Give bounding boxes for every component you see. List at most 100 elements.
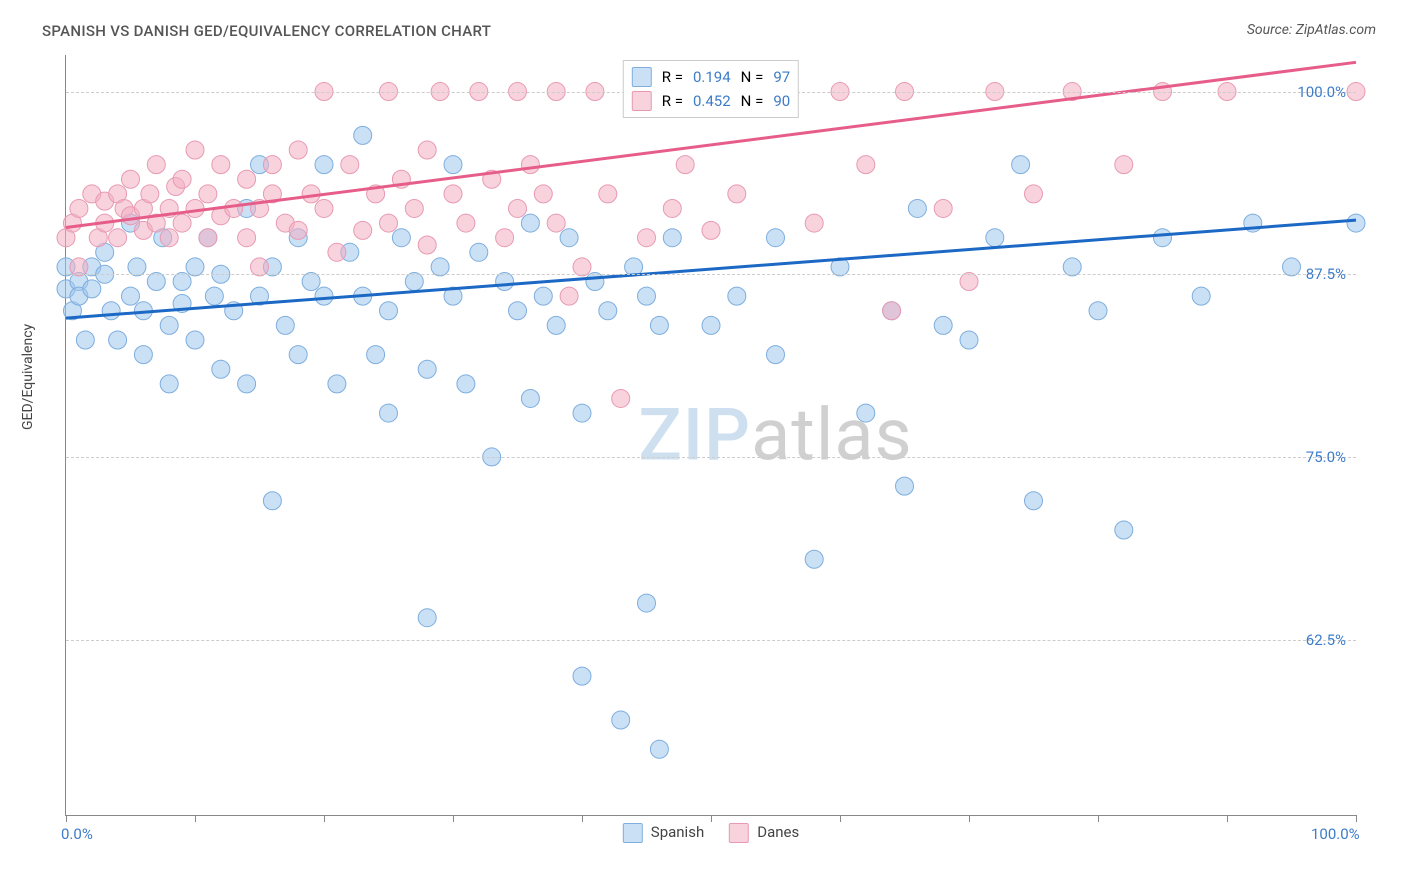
scatter-point (418, 236, 436, 254)
scatter-point (315, 199, 333, 217)
scatter-point (650, 740, 668, 758)
scatter-point (380, 302, 398, 320)
scatter-point (444, 185, 462, 203)
scatter-point (289, 346, 307, 364)
x-tick (1227, 815, 1228, 822)
scatter-point (547, 316, 565, 334)
scatter-point (908, 199, 926, 217)
scatter-point (263, 156, 281, 174)
scatter-point (960, 331, 978, 349)
scatter-point (663, 229, 681, 247)
scatter-point (702, 221, 720, 239)
scatter-point (573, 404, 591, 422)
x-tick-label: 0.0% (61, 825, 93, 843)
scatter-point (341, 156, 359, 174)
scatter-point (728, 185, 746, 203)
scatter-point (470, 243, 488, 261)
legend-row: R =0.452N =90 (632, 89, 790, 113)
source-attribution: Source: ZipAtlas.com (1247, 22, 1376, 38)
legend-n-label: N = (741, 68, 764, 86)
scatter-point (418, 360, 436, 378)
scatter-point (805, 550, 823, 568)
scatter-point (573, 667, 591, 685)
scatter-point (560, 229, 578, 247)
scatter-point (599, 185, 617, 203)
x-tick (324, 815, 325, 822)
y-tick-label: 75.0% (1306, 448, 1346, 466)
scatter-point (83, 280, 101, 298)
gridline (66, 457, 1356, 458)
scatter-point (534, 185, 552, 203)
scatter-point (496, 229, 514, 247)
legend-r-label: R = (662, 68, 683, 86)
scatter-point (883, 302, 901, 320)
scatter-point (1089, 302, 1107, 320)
scatter-point (315, 156, 333, 174)
scatter-point (160, 229, 178, 247)
scatter-point (1115, 156, 1133, 174)
scatter-point (122, 170, 140, 188)
scatter-point (199, 185, 217, 203)
scatter-point (263, 492, 281, 510)
scatter-point (70, 199, 88, 217)
scatter-point (199, 229, 217, 247)
scatter-point (289, 141, 307, 159)
scatter-point (676, 156, 694, 174)
x-tick (66, 815, 67, 822)
scatter-point (521, 214, 539, 232)
scatter-point (405, 273, 423, 291)
scatter-point (205, 287, 223, 305)
x-tick (1098, 815, 1099, 822)
scatter-point (147, 156, 165, 174)
legend-swatch (632, 91, 652, 111)
x-legend-item: Spanish (623, 823, 704, 843)
scatter-point (160, 316, 178, 334)
legend-swatch (623, 823, 643, 843)
scatter-point (960, 273, 978, 291)
stats-legend: R =0.194N =97R =0.452N =90 (623, 60, 799, 118)
scatter-point (457, 375, 475, 393)
scatter-point (367, 346, 385, 364)
scatter-point (354, 221, 372, 239)
scatter-point (934, 316, 952, 334)
scatter-point (1154, 229, 1172, 247)
scatter-point (509, 199, 527, 217)
scatter-point (109, 229, 127, 247)
scatter-point (896, 477, 914, 495)
x-tick (711, 815, 712, 822)
x-tick (1356, 815, 1357, 822)
scatter-point (128, 258, 146, 276)
scatter-point (857, 404, 875, 422)
scatter-point (1025, 492, 1043, 510)
scatter-point (1012, 156, 1030, 174)
scatter-point (238, 229, 256, 247)
scatter-point (638, 229, 656, 247)
x-tick (840, 815, 841, 822)
scatter-point (212, 156, 230, 174)
scatter-point (547, 214, 565, 232)
scatter-point (380, 214, 398, 232)
scatter-point (276, 316, 294, 334)
scatter-point (663, 199, 681, 217)
scatter-point (986, 229, 1004, 247)
chart-title: SPANISH VS DANISH GED/EQUIVALENCY CORREL… (42, 22, 491, 40)
gridline (66, 640, 1356, 641)
x-tick-label: 100.0% (1311, 825, 1360, 843)
scatter-point (302, 273, 320, 291)
legend-n-value: 97 (773, 68, 790, 86)
y-tick-label: 62.5% (1306, 631, 1346, 649)
scatter-point (418, 609, 436, 627)
scatter-point (650, 316, 668, 334)
scatter-point (1115, 521, 1133, 539)
scatter-point (354, 126, 372, 144)
legend-row: R =0.194N =97 (632, 65, 790, 89)
gridline (66, 274, 1356, 275)
scatter-point (134, 346, 152, 364)
scatter-point (599, 302, 617, 320)
scatter-point (560, 287, 578, 305)
scatter-point (638, 287, 656, 305)
y-tick-label: 87.5% (1306, 265, 1346, 283)
scatter-point (212, 360, 230, 378)
plot-area: ZIPatlas R =0.194N =97R =0.452N =90 Span… (65, 55, 1356, 816)
scatter-point (328, 243, 346, 261)
